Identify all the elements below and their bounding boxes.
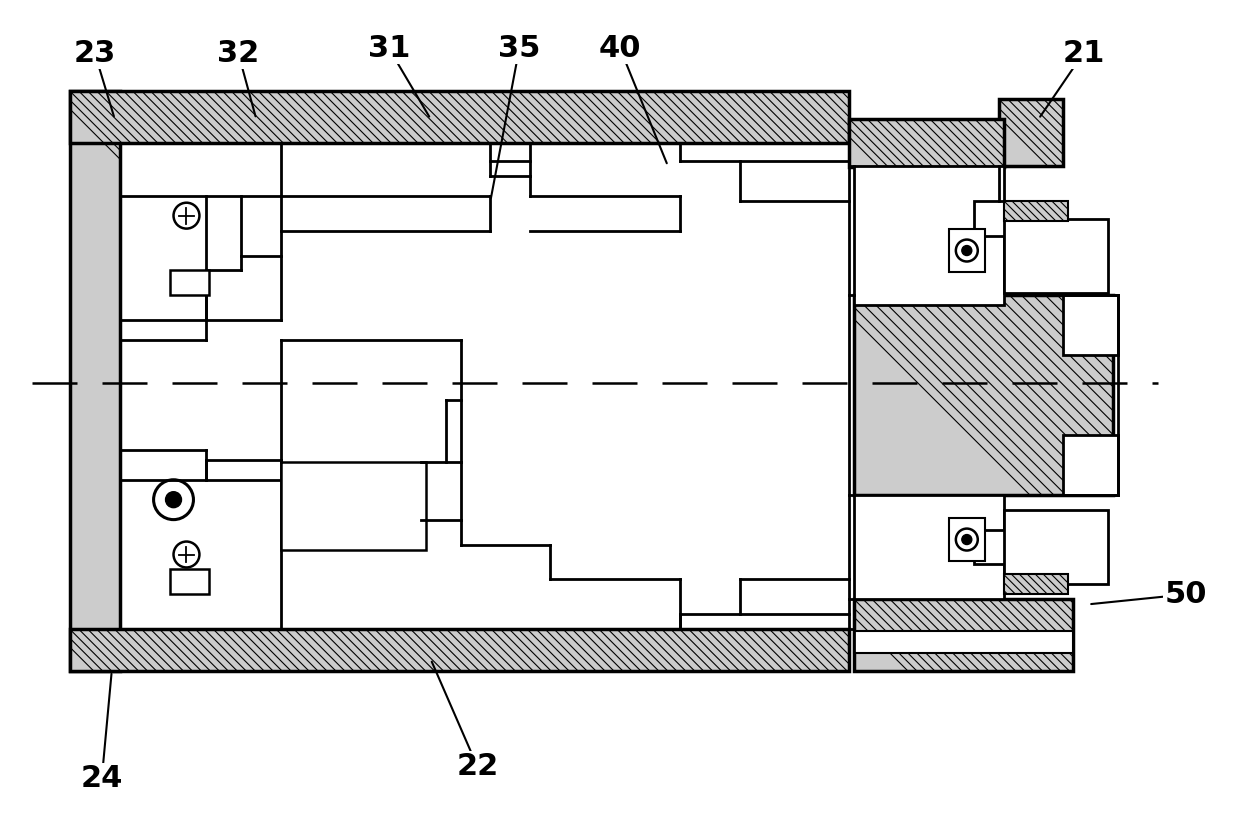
Polygon shape [854,632,1074,653]
Text: 32: 32 [217,38,259,68]
Polygon shape [281,462,425,550]
Text: 35: 35 [498,33,541,63]
Polygon shape [949,518,985,561]
Polygon shape [1003,201,1069,221]
Circle shape [962,534,972,545]
Polygon shape [1064,296,1118,355]
Polygon shape [69,629,849,671]
Polygon shape [1003,574,1069,594]
Polygon shape [854,495,1003,600]
Text: 21: 21 [1063,38,1105,68]
Polygon shape [170,270,210,296]
Polygon shape [1003,510,1109,584]
Polygon shape [854,296,1114,495]
Polygon shape [69,91,120,671]
Polygon shape [998,99,1064,166]
Polygon shape [170,569,210,594]
Circle shape [166,492,181,507]
Polygon shape [854,600,1074,671]
Text: 50: 50 [1164,580,1208,609]
Circle shape [962,246,972,256]
Polygon shape [849,119,1003,167]
Text: 40: 40 [599,33,641,63]
Polygon shape [1003,219,1109,293]
Polygon shape [1064,435,1118,495]
Polygon shape [949,229,985,272]
Text: 23: 23 [73,38,115,68]
Polygon shape [120,143,849,629]
Polygon shape [69,91,849,143]
Text: 24: 24 [81,764,123,793]
Text: 22: 22 [456,752,498,781]
Text: 31: 31 [367,33,410,63]
Polygon shape [854,166,1003,306]
